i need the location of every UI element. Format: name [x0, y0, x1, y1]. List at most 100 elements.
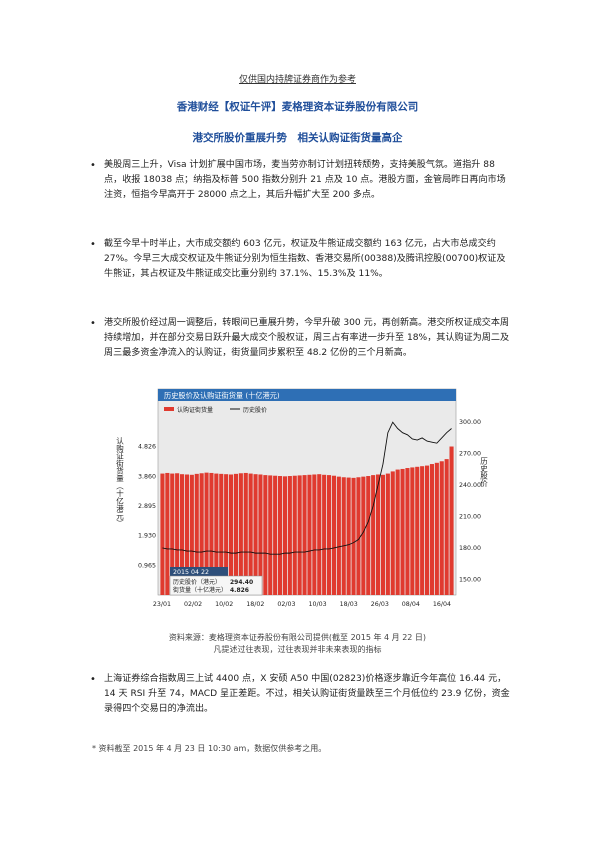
- bar: [420, 466, 425, 595]
- chart-source-caption: 资料来源：麦格理资本证券股份有限公司提供(截至 2015 年 4 月 22 日): [168, 633, 427, 642]
- right-tick-label: 180.00: [459, 545, 481, 552]
- bar: [336, 476, 341, 595]
- bar: [449, 446, 454, 595]
- bar: [322, 474, 327, 595]
- bar: [390, 471, 395, 595]
- bar: [199, 473, 204, 595]
- chart-title: 历史股价及认购证街货量 (十亿港元): [164, 391, 280, 400]
- bar: [287, 476, 292, 595]
- bar: [410, 467, 415, 595]
- price-line: [162, 421, 452, 555]
- bar: [439, 461, 444, 595]
- bar: [429, 464, 434, 595]
- bar: [366, 476, 371, 595]
- bullet-text: 港交所股价经过周一调整后，转眼间已重展升势，今早升破 300 元，再创新高。港交…: [104, 318, 510, 358]
- headline: 港交所股价重展升势 相关认购证街货量高企: [192, 132, 403, 144]
- info-box-date: 2015 04 22: [173, 569, 209, 576]
- bar: [219, 473, 224, 595]
- bar: [175, 473, 180, 595]
- legend-line-label: 历史股价: [243, 406, 267, 414]
- bar: [184, 474, 189, 595]
- x-tick-label: 23/01: [153, 601, 171, 608]
- right-tick-label: 240.00: [459, 482, 481, 489]
- bar: [258, 474, 263, 595]
- info-row2-label: 街货量（十亿港元）: [173, 586, 227, 594]
- footnote: * 资料截至 2015 年 4 月 23 日 10:30 am，数据仅供参考之用…: [92, 744, 327, 753]
- info-box-body: [169, 575, 263, 596]
- x-tick-label: 10/02: [215, 601, 233, 608]
- bar: [371, 475, 376, 595]
- left-tick-label: 4.826: [138, 444, 156, 451]
- bar: [405, 468, 410, 595]
- x-tick-label: 26/03: [371, 601, 389, 608]
- bar: [165, 472, 170, 595]
- right-tick-label: 300.00: [459, 419, 481, 426]
- right-axis-label: 历史股价: [479, 457, 488, 488]
- bar: [361, 476, 366, 595]
- bar: [380, 474, 385, 595]
- right-axis-ticks: 300.00 270.00 240.00 210.00 180.00 150.00: [459, 419, 481, 583]
- bar: [160, 473, 165, 595]
- legend-bar-swatch: [164, 407, 174, 411]
- price-outstanding-chart: 历史股价及认购证街货量 (十亿港元) 认购证街货量 历史股价 4.826 3.86…: [112, 387, 490, 613]
- legend-bar-label: 认购证街货量: [177, 406, 213, 414]
- bullet-item: • 上海证券综合指数周三上试 4400 点，X 安硕 A50 中国(02823)价…: [90, 672, 510, 717]
- bar: [170, 473, 175, 595]
- bar: [317, 474, 322, 595]
- chart-disclaimer-caption: 凡提述过往表现，过往表现并非未来表现的指标: [213, 645, 382, 654]
- x-axis-ticks: 23/01 02/02 10/02 18/02 02/03 10/03 18/03 26/03…: [153, 601, 451, 608]
- bar: [341, 477, 346, 595]
- bullet-text: 上海证券综合指数周三上试 4400 点，X 安硕 A50 中国(02823)价格…: [104, 674, 510, 714]
- bar: [292, 475, 297, 595]
- bar: [331, 475, 336, 595]
- info-row1-label: 历史股价（港元）: [173, 578, 221, 586]
- x-tick-label: 10/03: [308, 601, 326, 608]
- bar: [385, 473, 390, 595]
- bullet-text: 美股周三上升，Visa 计划扩展中国市场，麦当劳亦制订计划扭转颓势，支持美股气氛…: [104, 160, 506, 200]
- bar: [395, 469, 400, 595]
- x-tick-label: 02/03: [277, 601, 295, 608]
- x-tick-label: 16/04: [433, 601, 451, 608]
- bar: [209, 472, 214, 595]
- bar: [248, 473, 253, 595]
- bullet-text: 截至今早十时半止，大市成交额约 603 亿元，权证及牛熊证成交额约 163 亿元…: [104, 239, 506, 279]
- info-row1-value: 294.40: [230, 579, 253, 586]
- chart-header-bar: [158, 389, 456, 401]
- bar: [425, 465, 430, 595]
- bar: [268, 475, 273, 595]
- left-axis-ticks: 4.826 3.860 2.895 1.930 0.965: [138, 444, 156, 570]
- left-axis-label: 认购证街货量（十亿港元）: [115, 436, 124, 527]
- info-box-date-bg: [170, 567, 228, 576]
- distribution-note: 仅供国内持牌证券商作为参考: [238, 75, 356, 85]
- bullet-dot-icon: •: [90, 318, 96, 329]
- x-tick-label: 08/04: [402, 601, 420, 608]
- bar: [273, 475, 278, 595]
- bar: [278, 476, 283, 595]
- bar: [253, 474, 258, 595]
- x-tick-label: 18/03: [340, 601, 358, 608]
- bullet-dot-icon: •: [90, 239, 96, 250]
- bullet-dot-icon: •: [90, 160, 96, 171]
- bar: [376, 474, 381, 595]
- right-tick-label: 150.00: [459, 576, 481, 583]
- bar: [307, 474, 312, 595]
- company-title: 香港财经【权证午评】麦格理资本证券股份有限公司: [176, 101, 419, 113]
- x-tick-label: 18/02: [246, 601, 264, 608]
- bar: [224, 474, 229, 595]
- bar: [180, 474, 185, 595]
- bar: [204, 472, 209, 595]
- bar: [189, 474, 194, 595]
- bar-series: [160, 446, 454, 595]
- bar: [312, 474, 317, 595]
- bar: [194, 473, 199, 595]
- bullet-dot-icon: •: [90, 674, 96, 685]
- info-box: 2015 04 22 历史股价（港元） 294.40 街货量（十亿港元） 4.8…: [169, 567, 263, 596]
- bar: [214, 473, 219, 595]
- bar: [243, 472, 248, 595]
- left-tick-label: 2.895: [138, 503, 156, 510]
- bar: [263, 475, 268, 595]
- bar: [327, 475, 332, 595]
- bar: [229, 474, 234, 595]
- info-row2-value: 4.826: [230, 587, 249, 594]
- bar: [434, 462, 439, 595]
